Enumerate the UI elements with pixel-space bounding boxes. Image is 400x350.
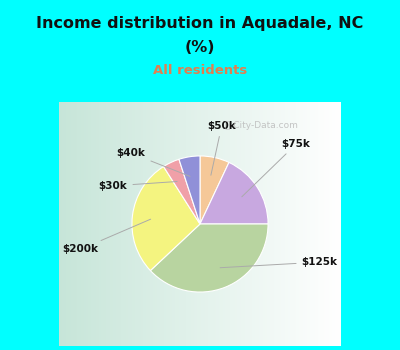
Wedge shape (179, 156, 200, 224)
Text: $75k: $75k (242, 139, 310, 197)
Text: $125k: $125k (220, 257, 338, 268)
Text: ⓘ City-Data.com: ⓘ City-Data.com (226, 121, 298, 131)
Wedge shape (164, 159, 200, 224)
Text: All residents: All residents (153, 64, 247, 77)
Wedge shape (200, 162, 268, 224)
Wedge shape (150, 224, 268, 292)
Text: $30k: $30k (99, 181, 177, 191)
Text: $40k: $40k (117, 148, 190, 176)
Text: $200k: $200k (62, 219, 151, 254)
Wedge shape (200, 156, 229, 224)
Text: $50k: $50k (207, 121, 236, 175)
Text: (%): (%) (185, 40, 215, 55)
Wedge shape (132, 167, 200, 271)
Text: Income distribution in Aquadale, NC: Income distribution in Aquadale, NC (36, 16, 364, 31)
